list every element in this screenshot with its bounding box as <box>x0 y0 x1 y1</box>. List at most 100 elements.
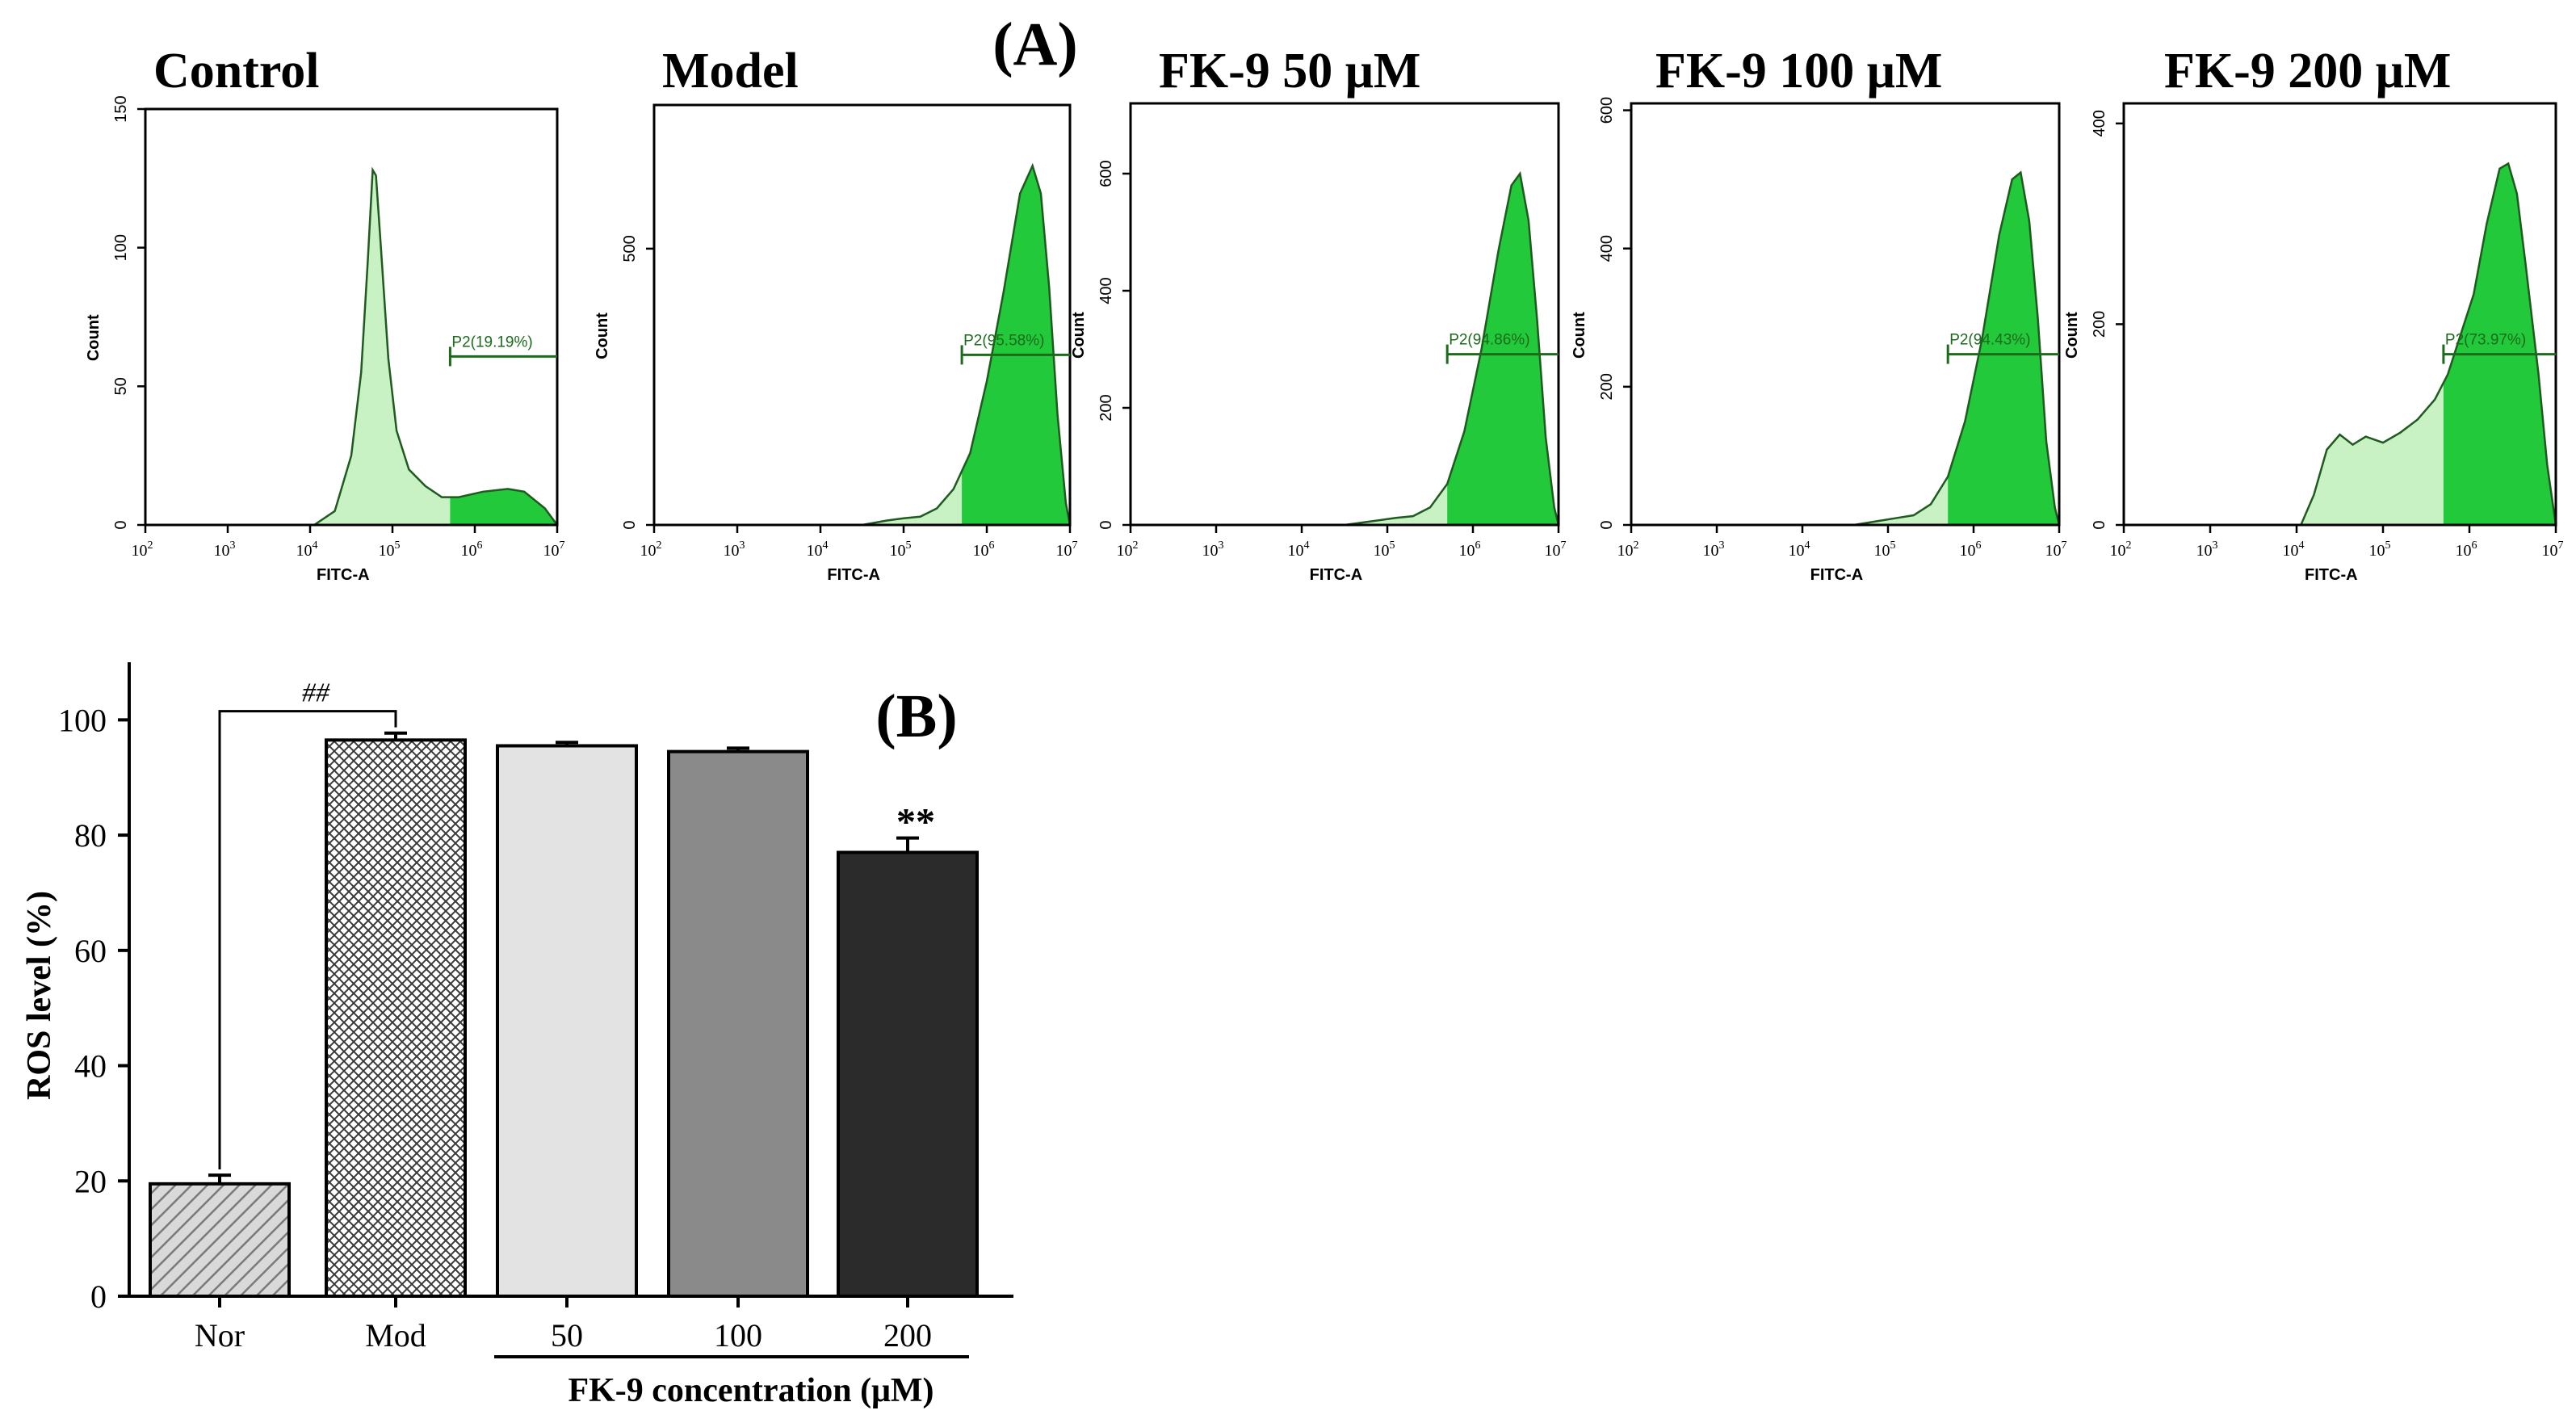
x-tick-label: 102 <box>1117 539 1139 560</box>
x-tick-label: 104 <box>1288 539 1310 560</box>
y-tick-label: 150 <box>112 95 130 122</box>
x-tick-exponent: 2 <box>2126 539 2132 552</box>
x-tick-label: 102 <box>2110 539 2132 560</box>
x-axis-label: FITC-A <box>827 566 880 584</box>
x-tick-label: 103 <box>1703 539 1725 560</box>
x-tick-exponent: 7 <box>560 539 565 552</box>
y-axis-label: Count <box>85 314 103 361</box>
panel-b-label: (B) <box>875 682 957 750</box>
y-tick-label: 0 <box>1598 520 1616 529</box>
y-axis-label: Count <box>1070 312 1088 359</box>
x-tick-exponent: 3 <box>230 539 236 552</box>
plot-frame <box>652 103 1072 527</box>
x-tick-exponent: 6 <box>477 539 483 552</box>
significance-bracket <box>218 710 397 1169</box>
plot-frame <box>1129 102 1560 527</box>
plot-frame <box>144 107 559 527</box>
histogram-outline <box>313 166 559 527</box>
x-tick-exponent: 6 <box>1475 539 1481 552</box>
x-tick-label: 105 <box>1374 539 1395 560</box>
x-tick-label: 100 <box>714 1317 762 1354</box>
x-axis-label: FITC-A <box>1310 566 1363 584</box>
x-tick-exponent: 2 <box>1634 539 1639 552</box>
x-tick-label: 106 <box>1459 539 1481 560</box>
histogram-panel: Model P2(95.58%) 0 500 Count 102 103 104 105 106 1… <box>594 44 1078 584</box>
histogram-panel: FK-9 200 μM P2(73.97%) 0 200 400 Count 102 103 1… <box>2063 44 2564 584</box>
y-tick-label: 200 <box>1598 373 1616 400</box>
y-tick-label: 600 <box>1097 160 1115 187</box>
y-tick-label: 40 <box>74 1048 107 1085</box>
y-axis-label: Count <box>1571 312 1588 359</box>
y-tick-label: 50 <box>112 377 130 395</box>
panel-title: FK-9 200 μM <box>2164 44 2451 99</box>
histogram-ungated-area <box>314 170 557 526</box>
panel-title: Control <box>153 44 320 99</box>
y-tick-label: 200 <box>2091 311 2108 338</box>
x-tick-exponent: 5 <box>1890 539 1896 552</box>
y-tick-label: 400 <box>1097 277 1115 304</box>
y-tick-label: 0 <box>1097 520 1115 529</box>
x-tick-label: 107 <box>2045 539 2067 560</box>
histogram-panel: FK-9 50 μM P2(94.86%) 0 200 400 600 Count 102 10… <box>1070 44 1567 584</box>
panel-title: FK-9 100 μM <box>1655 44 1942 99</box>
x-tick-label: 107 <box>2542 539 2564 560</box>
histogram-gated-area <box>1447 174 1559 525</box>
x-tick-exponent: 3 <box>1219 539 1224 552</box>
panel-title: Model <box>662 44 799 99</box>
x-tick-exponent: 7 <box>2558 539 2564 552</box>
ros-bar-chart: 0 20 40 60 80 100 ROS level (%) Nor Mod 50 100 200 #… <box>21 662 1013 1409</box>
y-tick-label: 0 <box>621 520 639 529</box>
histogram-outline <box>1344 170 1560 527</box>
gate-label: P2(73.97%) <box>2445 332 2526 349</box>
y-axis-label: Count <box>2063 312 2081 359</box>
y-tick-label: 0 <box>90 1278 107 1315</box>
x-tick-label: 105 <box>1874 539 1896 560</box>
x-tick-label: 102 <box>640 539 662 560</box>
y-tick-label: 100 <box>58 702 107 738</box>
x-tick-exponent: 3 <box>2213 539 2218 552</box>
bar <box>149 1182 291 1299</box>
x-tick-exponent: 2 <box>657 539 662 552</box>
x-tick-label: 200 <box>883 1317 932 1354</box>
x-tick-exponent: 4 <box>1304 539 1310 552</box>
x-tick-label: 104 <box>1789 539 1810 560</box>
x-tick-exponent: 6 <box>2472 539 2477 552</box>
bar <box>667 749 809 1298</box>
x-tick-label: 103 <box>724 539 745 560</box>
x-tick-label: 107 <box>543 539 565 560</box>
x-tick-label: 50 <box>551 1317 583 1354</box>
y-axis-label: ROS level (%) <box>21 891 58 1100</box>
y-axis-label: Count <box>594 313 611 359</box>
y-tick-label: 0 <box>2091 520 2108 529</box>
y-tick-label: 500 <box>621 235 639 262</box>
significance-label: ** <box>896 801 935 844</box>
x-tick-exponent: 5 <box>1390 539 1395 552</box>
histogram-panel: FK-9 100 μM P2(94.43%) 0 200 400 600 Count 102 1… <box>1571 44 2067 584</box>
x-tick-label: 106 <box>973 539 995 560</box>
x-tick-exponent: 2 <box>1133 539 1139 552</box>
histogram-outline <box>1853 170 2061 527</box>
x-axis-label: FITC-A <box>1810 566 1864 584</box>
x-tick-label: 105 <box>2369 539 2391 560</box>
bar <box>837 850 979 1298</box>
gate-label: P2(95.58%) <box>963 332 1044 349</box>
x-tick-label: 105 <box>379 539 401 560</box>
y-tick-label: 200 <box>1097 394 1115 421</box>
histogram-gated-area <box>962 166 1070 525</box>
y-tick-label: 80 <box>74 817 107 854</box>
x-tick-label: 107 <box>1545 539 1567 560</box>
y-tick-label: 60 <box>74 933 107 969</box>
x-tick-label: 104 <box>2283 539 2305 560</box>
panel-a-label: (A) <box>992 10 1078 78</box>
x-axis-label: FK-9 concentration (μM) <box>568 1372 933 1409</box>
plot-frame <box>2122 102 2557 527</box>
x-tick-label: 103 <box>2196 539 2218 560</box>
x-tick-exponent: 7 <box>1072 539 1078 552</box>
histogram-outline <box>862 162 1072 527</box>
x-tick-exponent: 6 <box>989 539 995 552</box>
x-tick-label: 103 <box>214 539 236 560</box>
histogram-outline <box>2300 162 2557 526</box>
gate-label: P2(19.19%) <box>451 334 532 351</box>
bar <box>325 738 467 1298</box>
